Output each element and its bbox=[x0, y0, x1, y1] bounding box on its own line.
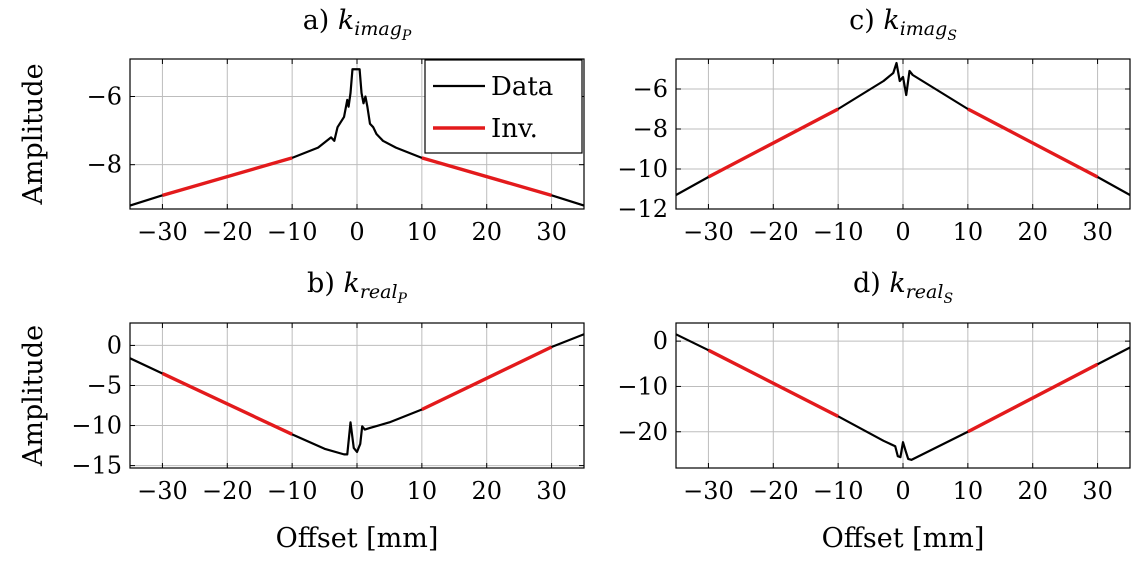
title-subsubscript: S bbox=[943, 291, 953, 307]
x-axis-label: Offset [mm] bbox=[822, 523, 985, 554]
title-subscript: real bbox=[906, 281, 944, 303]
plot-area bbox=[130, 68, 584, 207]
x-tick-label: 0 bbox=[349, 477, 364, 505]
y-tick-label: −20 bbox=[617, 418, 668, 446]
title-subscript: imag bbox=[900, 18, 948, 40]
series-line-inv bbox=[707, 107, 839, 179]
x-tick-label: −10 bbox=[813, 477, 864, 505]
x-tick-label: −10 bbox=[267, 477, 318, 505]
y-axis-label: Amplitude bbox=[18, 325, 49, 467]
title-symbol: k bbox=[889, 268, 905, 299]
panel-d: −30 −20 −10 0 10 20 30 −20 −10 0 d) krealS Offset [… bbox=[617, 268, 1131, 554]
y-tick-label: −8 bbox=[87, 151, 122, 179]
y-tick-label: −6 bbox=[87, 83, 122, 111]
series-line-inv bbox=[421, 156, 553, 197]
chart-title: c) kimagS bbox=[849, 5, 957, 44]
plot-area bbox=[130, 333, 584, 456]
panel-c: −30 −20 −10 0 10 20 30 −12 −10 −8 −6 c) kimagS bbox=[617, 5, 1131, 246]
y-tick-label: 0 bbox=[653, 327, 668, 355]
x-tick-label: 0 bbox=[349, 218, 364, 246]
panel-b: −30 −20 −10 0 10 20 30 −15 −10 −5 0 b) krealP Amplit… bbox=[18, 268, 585, 554]
x-tick-label: −20 bbox=[202, 218, 253, 246]
y-tick-label: −15 bbox=[71, 452, 122, 480]
y-axis-label: Amplitude bbox=[18, 63, 49, 205]
series-line-inv bbox=[161, 156, 293, 197]
y-tick-label: −12 bbox=[617, 195, 668, 223]
y-tick-label: −10 bbox=[71, 412, 122, 440]
series-line-inv bbox=[967, 362, 1099, 434]
title-subsubscript: P bbox=[401, 28, 412, 44]
panel-a: −30 −20 −10 0 10 20 30 −8 −6 a) kimagP Amplitude Da… bbox=[18, 5, 585, 246]
title-subscript: imag bbox=[354, 18, 402, 40]
plot-area bbox=[676, 61, 1130, 196]
x-tick-label: 0 bbox=[895, 218, 910, 246]
series-line-inv bbox=[967, 107, 1099, 179]
plot-area bbox=[676, 333, 1130, 461]
title-symbol: k bbox=[343, 268, 359, 299]
x-tick-label: 30 bbox=[536, 477, 567, 505]
title-prefix: b) bbox=[307, 268, 343, 299]
legend-box bbox=[424, 59, 583, 154]
x-tick-label: −30 bbox=[683, 218, 734, 246]
title-prefix: d) bbox=[853, 268, 889, 299]
y-tick-label: −8 bbox=[633, 115, 668, 143]
x-tick-label: 10 bbox=[407, 218, 438, 246]
title-subsubscript: P bbox=[397, 291, 408, 307]
title-prefix: a) bbox=[303, 5, 338, 36]
title-prefix: c) bbox=[849, 5, 883, 36]
x-tick-label: −10 bbox=[267, 218, 318, 246]
x-tick-label: 30 bbox=[1082, 477, 1113, 505]
x-tick-label: 20 bbox=[471, 477, 502, 505]
x-tick-label: −20 bbox=[748, 218, 799, 246]
y-tick-label: −5 bbox=[87, 371, 122, 399]
y-tick-label: 0 bbox=[107, 331, 122, 359]
x-tick-label: −30 bbox=[683, 477, 734, 505]
title-subsubscript: S bbox=[947, 28, 957, 44]
x-tick-label: 0 bbox=[895, 477, 910, 505]
x-tick-label: 20 bbox=[471, 218, 502, 246]
y-tick-label: −6 bbox=[633, 75, 668, 103]
x-tick-label: −10 bbox=[813, 218, 864, 246]
series-line-inv bbox=[707, 348, 839, 418]
y-tick-label: −10 bbox=[617, 372, 668, 400]
legend-label: Data bbox=[491, 72, 553, 102]
series-line-inv bbox=[161, 371, 293, 436]
x-tick-label: 20 bbox=[1017, 477, 1048, 505]
chart-title: b) krealP bbox=[307, 268, 408, 307]
x-tick-label: −20 bbox=[748, 477, 799, 505]
x-tick-label: −30 bbox=[137, 218, 188, 246]
x-tick-label: −20 bbox=[202, 477, 253, 505]
x-tick-label: 20 bbox=[1017, 218, 1048, 246]
x-axis-label: Offset [mm] bbox=[276, 523, 439, 554]
y-tick-label: −10 bbox=[617, 155, 668, 183]
x-tick-label: 30 bbox=[536, 218, 567, 246]
x-tick-label: 30 bbox=[1082, 218, 1113, 246]
x-tick-label: 10 bbox=[407, 477, 438, 505]
title-symbol: k bbox=[338, 5, 354, 36]
series-line-data bbox=[130, 68, 584, 207]
x-tick-label: 10 bbox=[953, 218, 984, 246]
chart-title: a) kimagP bbox=[303, 5, 412, 44]
x-tick-label: 10 bbox=[953, 477, 984, 505]
x-tick-label: −30 bbox=[137, 477, 188, 505]
title-subscript: real bbox=[360, 281, 398, 303]
chart-title: d) krealS bbox=[853, 268, 953, 307]
legend-label: Inv. bbox=[491, 114, 538, 144]
series-line-inv bbox=[421, 345, 553, 412]
title-symbol: k bbox=[883, 5, 899, 36]
